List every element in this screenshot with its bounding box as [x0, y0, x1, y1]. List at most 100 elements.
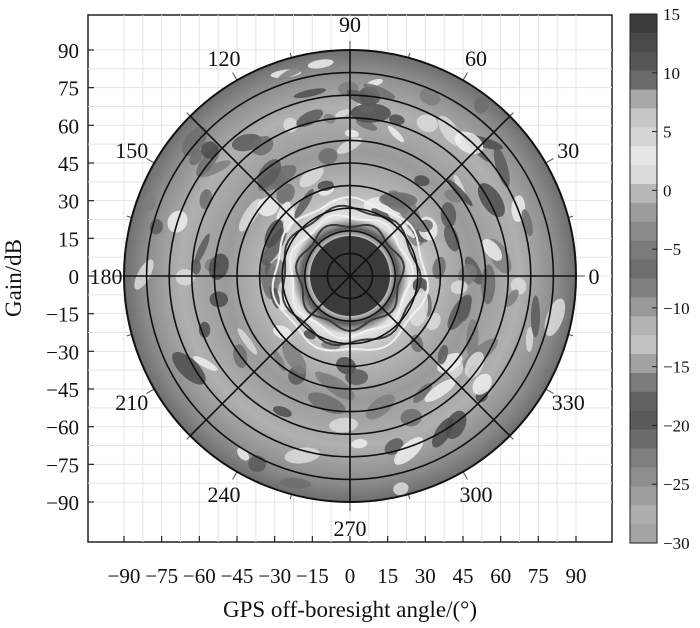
- y-tick-label: 75: [58, 77, 79, 101]
- gain-lobe: [191, 258, 201, 275]
- x-tick-label: 60: [490, 564, 511, 588]
- gain-lobe: [351, 439, 368, 449]
- colorbar-tick-label: −5: [663, 240, 681, 259]
- gain-lobe: [315, 371, 351, 400]
- colorbar-band: [630, 146, 657, 166]
- x-tick-label: −30: [258, 564, 291, 588]
- y-axis-ticks: 90 75 60 45 30 15 0 −15 −30 −45 −60 −75 −90: [46, 39, 94, 515]
- colorbar-band: [630, 89, 657, 110]
- gain-lobe: [389, 114, 405, 126]
- polar-rim-tick: [462, 471, 469, 480]
- x-tick-label: −90: [108, 564, 141, 588]
- colorbar-band: [630, 108, 657, 128]
- gain-lobe: [175, 268, 195, 286]
- gain-lobe: [276, 201, 291, 223]
- gain-lobe: [440, 202, 457, 228]
- polar-rim-tick: [231, 471, 238, 480]
- colorbar-band: [630, 335, 657, 355]
- x-tick-label: −15: [296, 564, 329, 588]
- azimuth-label: 240: [208, 482, 241, 507]
- gain-lobe: [387, 125, 405, 143]
- polar-spoke: [349, 275, 511, 437]
- gain-lobe: [238, 198, 262, 232]
- colorbar-band: [630, 467, 657, 487]
- colorbar-band: [630, 32, 657, 53]
- colorbar-band: [630, 297, 657, 317]
- x-tick-label: −60: [183, 564, 216, 588]
- x-tick-label: 0: [345, 564, 356, 588]
- y-tick-label: 60: [58, 114, 79, 138]
- colorbar-band: [630, 14, 657, 34]
- gain-lobe: [482, 238, 503, 261]
- gain-lobe: [345, 369, 369, 386]
- colorbar-border: [629, 13, 658, 544]
- gain-lobe: [264, 219, 284, 248]
- y-tick-label: −90: [46, 491, 79, 515]
- gain-lobe: [521, 209, 533, 237]
- azimuth-label: 300: [460, 482, 493, 507]
- gain-lobe: [273, 325, 293, 340]
- polar-rim-tick: [462, 72, 469, 81]
- azimuth-label: 150: [115, 138, 148, 163]
- gain-lobe: [257, 196, 279, 217]
- polar-rim-tick: [231, 72, 238, 81]
- colorbar-bands: [629, 13, 658, 544]
- gain-lobe: [344, 129, 359, 138]
- gain-lobe: [198, 160, 231, 178]
- colorbar-tick-label: −20: [663, 416, 690, 435]
- colorbar-tick-label: −15: [663, 358, 690, 377]
- gain-lobe: [279, 477, 311, 489]
- gain-lobe: [443, 224, 460, 252]
- x-tick-label: −45: [221, 564, 254, 588]
- x-tick-label: 75: [528, 564, 549, 588]
- y-tick-label: 30: [58, 190, 79, 214]
- colorbar-tick-label: −10: [663, 299, 690, 318]
- gain-lobe: [365, 394, 395, 420]
- azimuth-label: 30: [557, 138, 579, 163]
- gain-lobe: [272, 406, 292, 418]
- azimuth-label: 0: [589, 264, 600, 289]
- polar-outline: [123, 49, 577, 503]
- x-axis-label: GPS off-boresight angle/(°): [223, 597, 477, 622]
- azimuth-label: 330: [552, 390, 585, 415]
- gain-lobe: [432, 417, 454, 448]
- gain-lobe: [363, 83, 396, 100]
- colorbar-band: [630, 202, 657, 223]
- colorbar-band: [630, 448, 657, 469]
- y-tick-label: 45: [58, 152, 79, 176]
- y-tick-label: −15: [46, 303, 79, 327]
- gain-lobe: [454, 131, 484, 155]
- colorbar-tick-label: 10: [663, 64, 680, 83]
- polar-disc: [115, 41, 585, 511]
- gain-lobe: [346, 89, 377, 107]
- polar-rim-tick: [545, 157, 554, 164]
- gain-lobe: [432, 256, 446, 279]
- azimuth-label: 180: [90, 264, 123, 289]
- gain-lobe: [209, 291, 229, 308]
- x-tick-label: 15: [377, 564, 398, 588]
- gain-lobe: [198, 321, 211, 338]
- colorbar-ticks: 15 10 5 0 −5 −10 −15 −20 −25 −30: [652, 5, 690, 553]
- gain-lobe: [464, 351, 485, 379]
- azimuth-label: 60: [465, 46, 487, 71]
- y-tick-label: 0: [69, 265, 80, 289]
- y-tick-label: −30: [46, 340, 79, 364]
- y-tick-label: −60: [46, 416, 79, 440]
- gain-lobe: [299, 166, 324, 188]
- gain-lobe: [296, 109, 324, 128]
- gain-lobe: [307, 59, 334, 69]
- x-tick-label: 45: [453, 564, 474, 588]
- gain-lobe: [335, 109, 352, 118]
- gain-lobe: [257, 159, 281, 189]
- polar-spoke: [189, 275, 351, 437]
- colorbar-band: [630, 127, 657, 147]
- colorbar-band: [630, 391, 657, 412]
- gain-lobe: [182, 126, 207, 156]
- gain-lobe: [437, 344, 449, 365]
- gain-lobe: [318, 148, 338, 165]
- gain-lobe: [424, 378, 457, 402]
- gain-lobe: [201, 141, 219, 159]
- azimuth-label: 270: [334, 516, 367, 541]
- colorbar-band: [630, 524, 657, 544]
- gain-lobe: [416, 114, 438, 133]
